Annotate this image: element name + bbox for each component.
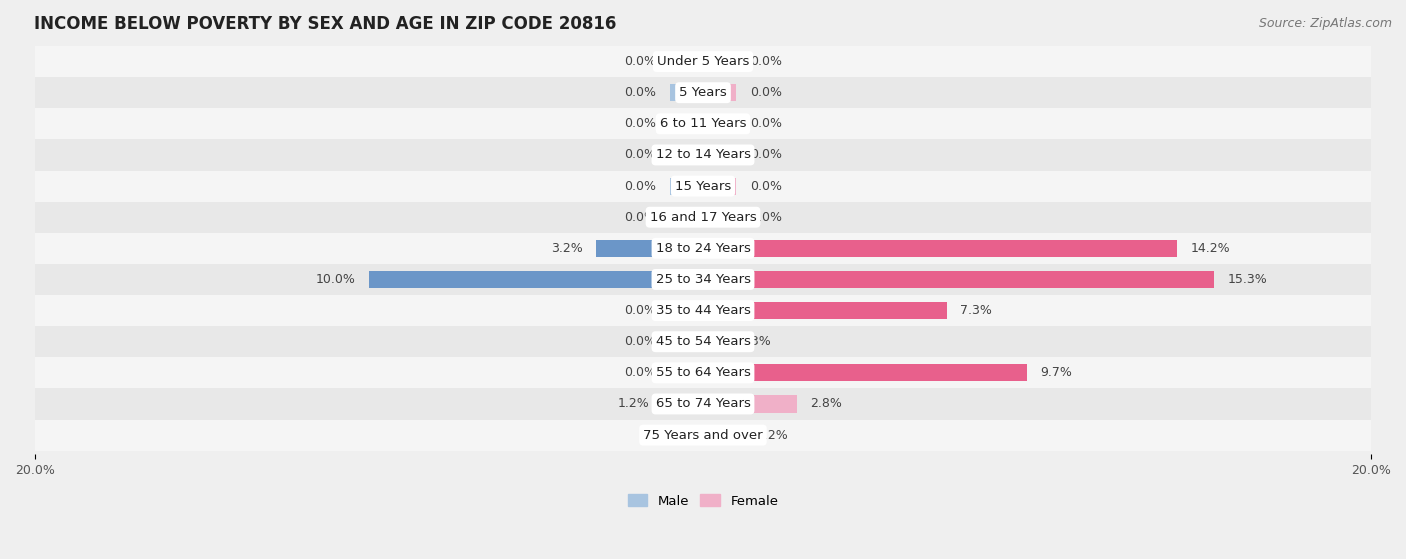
Bar — [703, 209, 737, 226]
Text: 0.0%: 0.0% — [624, 86, 657, 99]
Text: 10.0%: 10.0% — [316, 273, 356, 286]
Text: 0.0%: 0.0% — [749, 117, 782, 130]
Text: 75 Years and over: 75 Years and over — [643, 429, 763, 442]
Text: 0.17%: 0.17% — [644, 429, 683, 442]
Text: Under 5 Years: Under 5 Years — [657, 55, 749, 68]
Bar — [35, 202, 1371, 233]
Bar — [669, 115, 703, 132]
Text: INCOME BELOW POVERTY BY SEX AND AGE IN ZIP CODE 20816: INCOME BELOW POVERTY BY SEX AND AGE IN Z… — [34, 15, 616, 33]
Bar — [35, 357, 1371, 389]
Bar — [669, 53, 703, 70]
Text: 0.0%: 0.0% — [624, 149, 657, 162]
Text: 6 to 11 Years: 6 to 11 Years — [659, 117, 747, 130]
Text: 0.0%: 0.0% — [749, 211, 782, 224]
Bar — [703, 146, 737, 164]
Text: 0.0%: 0.0% — [624, 304, 657, 317]
Bar — [703, 240, 1177, 257]
Text: 12 to 14 Years: 12 to 14 Years — [655, 149, 751, 162]
Text: 0.0%: 0.0% — [624, 179, 657, 193]
Text: 55 to 64 Years: 55 to 64 Years — [655, 366, 751, 380]
Bar — [35, 46, 1371, 77]
Bar — [703, 84, 737, 101]
Text: 0.0%: 0.0% — [624, 211, 657, 224]
Text: 0.0%: 0.0% — [624, 335, 657, 348]
Text: 15 Years: 15 Years — [675, 179, 731, 193]
Bar — [669, 146, 703, 164]
Text: 1.2%: 1.2% — [617, 397, 650, 410]
Bar — [703, 271, 1213, 288]
Text: 0.0%: 0.0% — [624, 366, 657, 380]
Bar — [703, 395, 797, 413]
Text: 9.7%: 9.7% — [1040, 366, 1073, 380]
Bar — [703, 115, 737, 132]
Bar — [703, 427, 744, 444]
Text: 35 to 44 Years: 35 to 44 Years — [655, 304, 751, 317]
Bar — [35, 108, 1371, 139]
Bar — [703, 53, 737, 70]
Text: 14.2%: 14.2% — [1191, 242, 1230, 255]
Bar — [669, 364, 703, 381]
Bar — [669, 333, 703, 350]
Text: 45 to 54 Years: 45 to 54 Years — [655, 335, 751, 348]
Text: 0.0%: 0.0% — [749, 86, 782, 99]
Bar — [35, 77, 1371, 108]
Text: 16 and 17 Years: 16 and 17 Years — [650, 211, 756, 224]
Bar — [35, 420, 1371, 451]
Text: 65 to 74 Years: 65 to 74 Years — [655, 397, 751, 410]
Bar — [662, 395, 703, 413]
Bar — [669, 178, 703, 195]
Text: 1.2%: 1.2% — [756, 429, 789, 442]
Bar — [703, 178, 737, 195]
Text: 0.0%: 0.0% — [749, 149, 782, 162]
Bar — [368, 271, 703, 288]
Bar — [35, 139, 1371, 170]
Text: 0.0%: 0.0% — [749, 179, 782, 193]
Text: 0.0%: 0.0% — [749, 55, 782, 68]
Text: 3.2%: 3.2% — [551, 242, 582, 255]
Bar — [35, 326, 1371, 357]
Bar — [35, 389, 1371, 420]
Text: 7.3%: 7.3% — [960, 304, 993, 317]
Text: 5 Years: 5 Years — [679, 86, 727, 99]
Bar — [669, 84, 703, 101]
Bar — [596, 240, 703, 257]
Bar — [669, 302, 703, 319]
Text: 2.8%: 2.8% — [810, 397, 842, 410]
Text: Source: ZipAtlas.com: Source: ZipAtlas.com — [1258, 17, 1392, 30]
Bar — [703, 302, 946, 319]
Bar — [35, 170, 1371, 202]
Text: 0.0%: 0.0% — [624, 117, 657, 130]
Bar — [35, 295, 1371, 326]
Legend: Male, Female: Male, Female — [623, 489, 783, 513]
Bar — [703, 364, 1026, 381]
Text: 0.43%: 0.43% — [731, 335, 770, 348]
Bar — [35, 233, 1371, 264]
Text: 25 to 34 Years: 25 to 34 Years — [655, 273, 751, 286]
Text: 18 to 24 Years: 18 to 24 Years — [655, 242, 751, 255]
Bar — [697, 427, 703, 444]
Bar — [35, 264, 1371, 295]
Text: 0.0%: 0.0% — [624, 55, 657, 68]
Bar — [669, 209, 703, 226]
Text: 15.3%: 15.3% — [1227, 273, 1267, 286]
Bar — [703, 333, 717, 350]
